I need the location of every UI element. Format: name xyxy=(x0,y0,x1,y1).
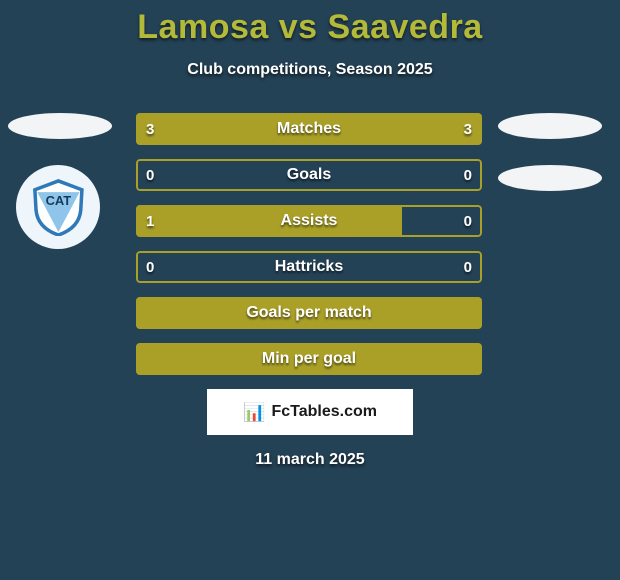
stat-rows: 33Matches 00Goals 10Assists 00Hattricks Goal… xyxy=(136,113,482,375)
stat-label: Matches xyxy=(136,113,482,145)
page-title: Lamosa vs Saavedra xyxy=(0,0,620,47)
chart-icon: 📊 xyxy=(243,403,265,421)
footer-text: FcTables.com xyxy=(271,403,377,421)
page-subtitle: Club competitions, Season 2025 xyxy=(0,61,620,79)
stat-label: Min per goal xyxy=(136,343,482,375)
stat-label: Goals xyxy=(136,159,482,191)
club-logo-text: CAT xyxy=(45,193,71,208)
stat-label: Hattricks xyxy=(136,251,482,283)
stat-row: 10Assists xyxy=(136,205,482,237)
stat-row: Min per goal xyxy=(136,343,482,375)
player-right-placeholder-1 xyxy=(498,113,602,139)
stat-row: 00Goals xyxy=(136,159,482,191)
stat-row: Goals per match xyxy=(136,297,482,329)
stat-label: Assists xyxy=(136,205,482,237)
stat-row: 00Hattricks xyxy=(136,251,482,283)
player-right-placeholder-2 xyxy=(498,165,602,191)
stat-row: 33Matches xyxy=(136,113,482,145)
stat-label: Goals per match xyxy=(136,297,482,329)
page-root: Lamosa vs Saavedra Club competitions, Se… xyxy=(0,0,620,580)
club-logo-left: CAT xyxy=(16,165,100,249)
player-left-placeholder-1 xyxy=(8,113,112,139)
comparison-content: CAT 33Matches 00Goals 10Assists 00Hattricks… xyxy=(0,113,620,375)
footer-attribution: 📊 FcTables.com xyxy=(207,389,413,435)
date-text: 11 march 2025 xyxy=(0,451,620,469)
shield-icon: CAT xyxy=(29,178,88,237)
